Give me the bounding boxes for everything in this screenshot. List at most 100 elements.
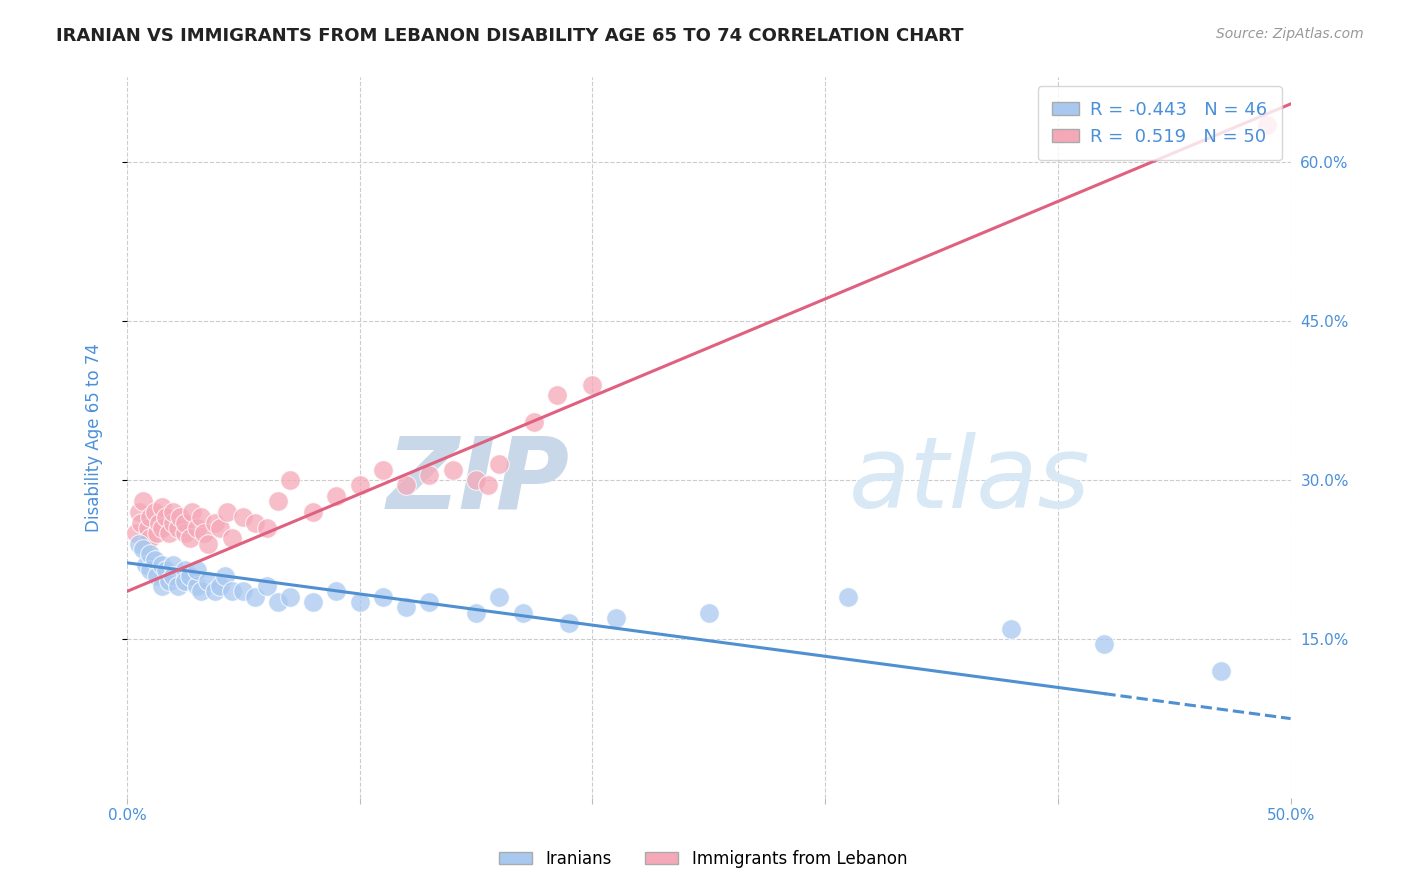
Point	[465, 606, 488, 620]
Point	[232, 510, 254, 524]
Point	[204, 516, 226, 530]
Point	[418, 467, 440, 482]
Point	[136, 521, 159, 535]
Point	[139, 547, 162, 561]
Point	[190, 584, 212, 599]
Point	[523, 415, 546, 429]
Point	[146, 568, 169, 582]
Point	[232, 584, 254, 599]
Point	[325, 584, 347, 599]
Point	[558, 616, 581, 631]
Point	[186, 563, 208, 577]
Point	[349, 595, 371, 609]
Point	[179, 532, 201, 546]
Point	[132, 494, 155, 508]
Legend: Iranians, Immigrants from Lebanon: Iranians, Immigrants from Lebanon	[492, 844, 914, 875]
Point	[128, 537, 150, 551]
Point	[132, 541, 155, 556]
Point	[221, 532, 243, 546]
Point	[157, 526, 180, 541]
Text: atlas: atlas	[848, 433, 1090, 530]
Point	[197, 537, 219, 551]
Point	[208, 521, 231, 535]
Point	[221, 584, 243, 599]
Point	[174, 563, 197, 577]
Point	[581, 377, 603, 392]
Point	[197, 574, 219, 588]
Point	[395, 478, 418, 492]
Point	[243, 590, 266, 604]
Point	[143, 552, 166, 566]
Point	[128, 505, 150, 519]
Point	[302, 505, 325, 519]
Point	[215, 505, 238, 519]
Point	[155, 510, 177, 524]
Point	[135, 537, 157, 551]
Point	[190, 510, 212, 524]
Point	[371, 462, 394, 476]
Point	[418, 595, 440, 609]
Text: IRANIAN VS IMMIGRANTS FROM LEBANON DISABILITY AGE 65 TO 74 CORRELATION CHART: IRANIAN VS IMMIGRANTS FROM LEBANON DISAB…	[56, 27, 963, 45]
Point	[125, 526, 148, 541]
Point	[179, 568, 201, 582]
Point	[143, 505, 166, 519]
Point	[157, 574, 180, 588]
Point	[1256, 118, 1278, 132]
Point	[395, 600, 418, 615]
Point	[174, 526, 197, 541]
Point	[488, 457, 510, 471]
Point	[186, 521, 208, 535]
Point	[214, 568, 236, 582]
Point	[129, 516, 152, 530]
Point	[325, 489, 347, 503]
Point	[1000, 622, 1022, 636]
Point	[181, 505, 204, 519]
Point	[150, 579, 173, 593]
Point	[837, 590, 859, 604]
Point	[488, 590, 510, 604]
Point	[267, 595, 290, 609]
Point	[150, 521, 173, 535]
Point	[193, 526, 215, 541]
Point	[162, 516, 184, 530]
Point	[302, 595, 325, 609]
Point	[162, 505, 184, 519]
Point	[697, 606, 720, 620]
Y-axis label: Disability Age 65 to 74: Disability Age 65 to 74	[86, 343, 103, 533]
Point	[204, 584, 226, 599]
Point	[174, 574, 197, 588]
Point	[278, 473, 301, 487]
Point	[278, 590, 301, 604]
Point	[139, 510, 162, 524]
Point	[139, 532, 162, 546]
Legend: R = -0.443   N = 46, R =  0.519   N = 50: R = -0.443 N = 46, R = 0.519 N = 50	[1038, 87, 1282, 161]
Text: ZIP: ZIP	[387, 433, 569, 530]
Point	[162, 558, 184, 572]
Point	[371, 590, 394, 604]
Point	[148, 516, 170, 530]
Point	[167, 521, 190, 535]
Point	[155, 563, 177, 577]
Point	[167, 579, 190, 593]
Point	[267, 494, 290, 508]
Text: Source: ZipAtlas.com: Source: ZipAtlas.com	[1216, 27, 1364, 41]
Point	[208, 579, 231, 593]
Point	[465, 473, 488, 487]
Point	[546, 388, 568, 402]
Point	[150, 558, 173, 572]
Point	[150, 500, 173, 514]
Point	[1092, 637, 1115, 651]
Point	[256, 579, 278, 593]
Point	[349, 478, 371, 492]
Point	[605, 611, 627, 625]
Point	[162, 568, 184, 582]
Point	[146, 526, 169, 541]
Point	[139, 563, 162, 577]
Point	[512, 606, 534, 620]
Point	[243, 516, 266, 530]
Point	[135, 558, 157, 572]
Point	[477, 478, 499, 492]
Point	[256, 521, 278, 535]
Point	[441, 462, 464, 476]
Point	[186, 579, 208, 593]
